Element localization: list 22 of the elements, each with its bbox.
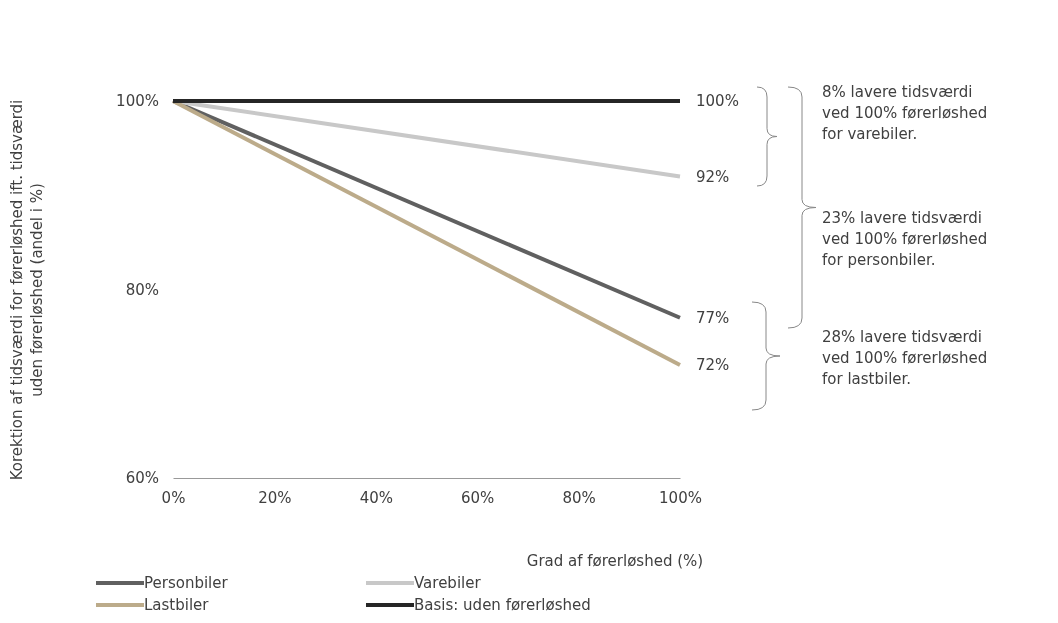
x-tick-label: 0% (161, 488, 186, 507)
x-axis-title: Grad af førerløshed (%) (526, 552, 704, 570)
text: 23% lavere tidsværdi ved 100% førerløshed for personbiler. (822, 209, 988, 269)
legend-label: Varebiler (414, 574, 482, 593)
data-label: 72% (696, 356, 730, 375)
legend-label: Personbiler (144, 574, 229, 593)
y-axis-title: Korektion af tidsværdi for førerløshed ift. tidsværdi uden førerløshed (andel i %) (8, 99, 46, 481)
data-label: 100% (696, 92, 739, 111)
x-tick-label: 80% (562, 488, 596, 507)
data-label: 92% (696, 167, 730, 186)
text: 8% lavere tidsværdi ved 100% førerløshed for varebiler. (822, 83, 988, 143)
x-tick-label: 40% (359, 488, 393, 507)
x-tick-label: 60% (461, 488, 495, 507)
y-tick-label: 80% (125, 280, 159, 299)
text: 28% lavere tidsværdi ved 100% førerløshed for lastbiler. (822, 328, 988, 388)
y-tick-label: 60% (125, 469, 159, 488)
data-label: 77% (696, 309, 730, 328)
y-tick-label: 100% (116, 92, 159, 111)
legend-label: Basis: uden førerløshed (414, 596, 591, 615)
x-tick-label: 100% (659, 488, 702, 507)
legend-label: Lastbiler (144, 596, 210, 615)
x-tick-label: 20% (258, 488, 292, 507)
